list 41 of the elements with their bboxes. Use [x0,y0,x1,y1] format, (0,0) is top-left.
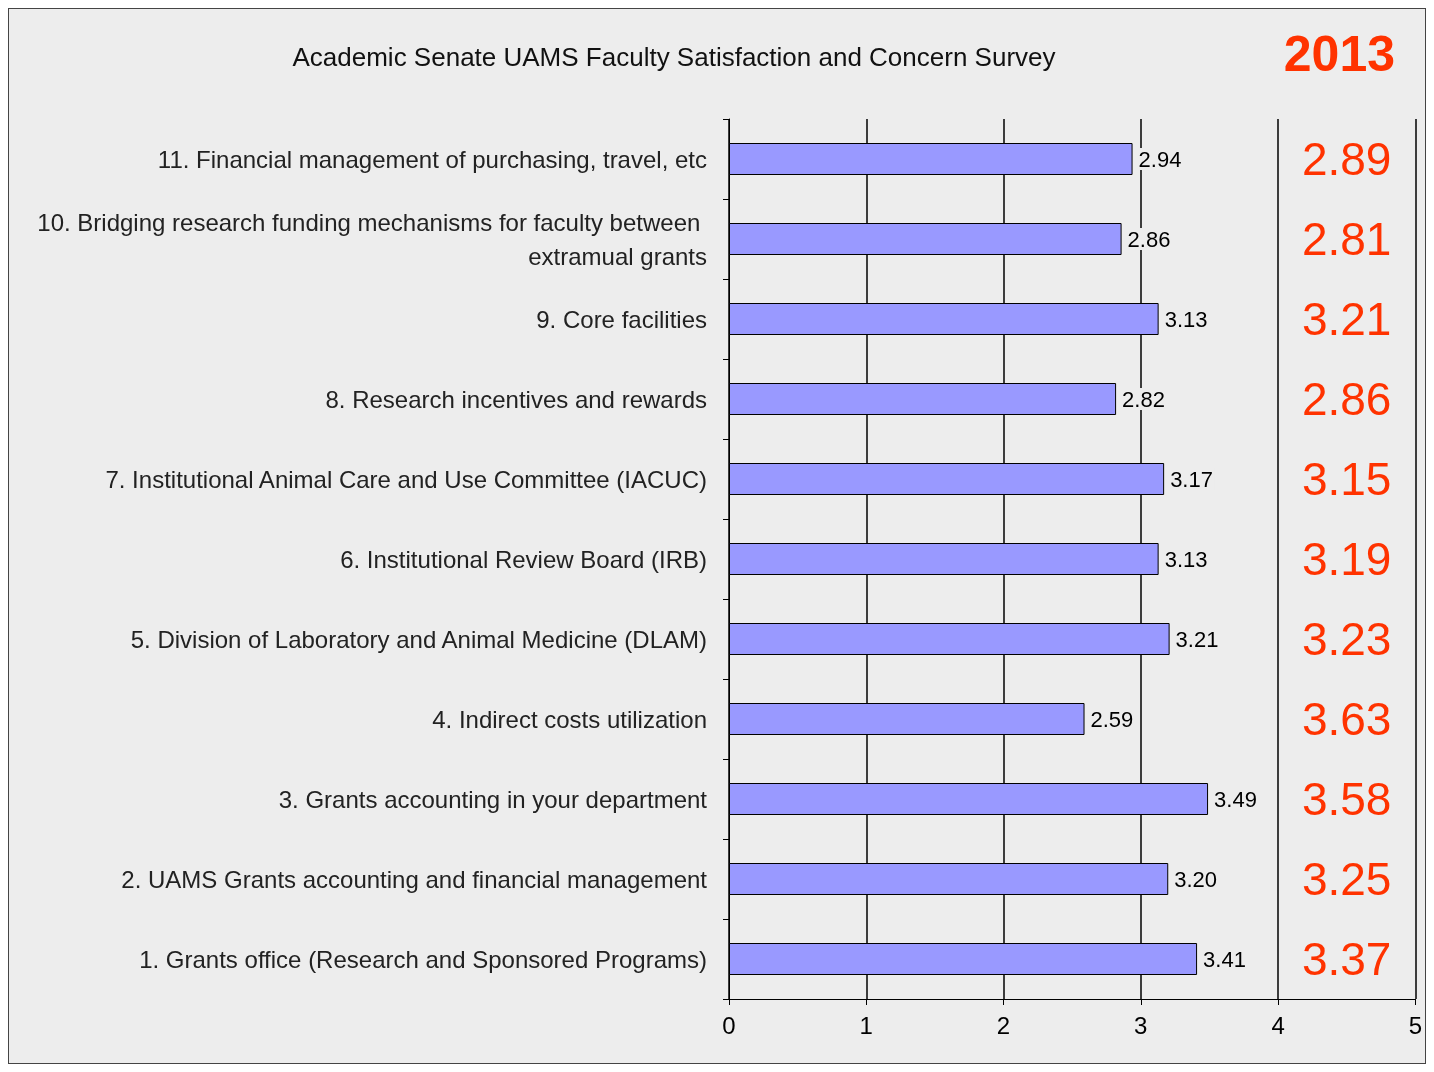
annotation: 3.23 [1301,613,1392,665]
annotation: 2.89 [1301,133,1392,185]
data-label: 2.59 [1090,706,1134,732]
y-tick-label: 7. Institutional Animal Care and Use Committee (IACUC) [105,465,707,493]
data-label: 2.94 [1138,146,1182,172]
annotation: 2.81 [1301,213,1392,265]
y-tick-label: 5. Division of Laboratory and Animal Medicine (DLAM) [130,625,707,653]
annotation: 3.21 [1301,293,1392,345]
x-tick-label: 1 [859,1011,873,1039]
annotation: 3.63 [1301,693,1392,745]
y-tick-label: 6. Institutional Review Board (IRB) [340,545,707,573]
data-label: 3.17 [1170,466,1213,492]
x-tick-label: 3 [1134,1011,1148,1039]
annotation: 3.58 [1301,773,1392,825]
data-label: 3.20 [1174,866,1218,892]
annotation: 3.37 [1301,933,1392,985]
annotation: 2.86 [1301,373,1392,425]
y-tick-label: 11. Financial management of purchasing, travel, etc [157,145,707,173]
data-label: 2.82 [1122,386,1165,412]
y-tick-label: 9. Core facilities [536,305,707,333]
annotation: 3.25 [1301,853,1392,905]
x-tick-label: 2 [996,1011,1011,1039]
data-label: 3.41 [1203,946,1246,972]
data-label: 2.86 [1127,226,1171,252]
y-tick-label: 3. Grants accounting in your department [278,785,708,813]
data-label: 3.13 [1164,306,1208,332]
data-label: 3.21 [1175,626,1219,652]
y-tick-label: 4. Indirect costs utilization [432,705,707,733]
y-tick-label: 1. Grants office (Research and Sponsored Programs) [139,945,707,973]
data-label: 3.13 [1164,546,1208,572]
x-tick-label: 5 [1408,1011,1423,1039]
chart-title: Academic Senate UAMS Faculty Satisfaction and Concern Survey [292,42,1056,72]
text: 2013 [1283,26,1395,82]
y-tick-label: 2. UAMS Grants accounting and financial management [121,865,708,893]
data-label: 3.49 [1214,786,1257,812]
annotation: 3.15 [1301,453,1392,505]
y-tick-label: 8. Research incentives and rewards [325,385,707,413]
annotation: 3.19 [1301,533,1392,585]
x-tick-label: 0 [722,1011,736,1039]
y-tick-label: 10. Bridging research funding mechanisms for faculty between extramual grants [37,208,707,270]
x-tick-label: 4 [1271,1011,1285,1039]
